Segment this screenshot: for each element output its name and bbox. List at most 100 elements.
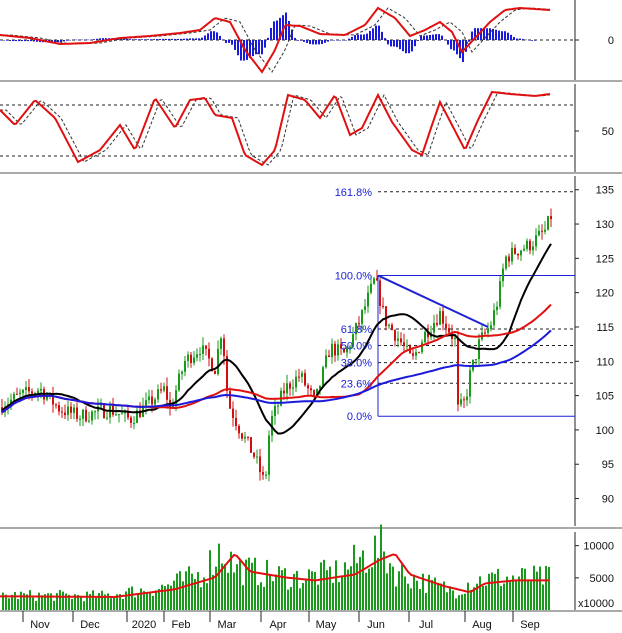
volume-bar xyxy=(245,559,247,610)
candle-body xyxy=(460,399,462,405)
volume-bar xyxy=(422,573,424,610)
volume-bar xyxy=(401,564,403,610)
x-axis-label: Mar xyxy=(218,619,237,631)
volume-bar xyxy=(32,597,34,610)
volume-bar xyxy=(200,587,202,610)
candle-body xyxy=(457,338,459,405)
candle-body xyxy=(235,417,237,427)
volume-bar xyxy=(302,583,304,610)
candle-body xyxy=(19,392,21,395)
macd-histogram-bar xyxy=(429,35,431,40)
macd-histogram-bar xyxy=(516,38,518,40)
candle-body xyxy=(217,348,219,375)
macd-histogram-bar xyxy=(534,40,536,41)
volume-bar xyxy=(164,586,166,610)
macd-histogram-bar xyxy=(336,40,338,41)
candle-body xyxy=(70,406,72,413)
candle-body xyxy=(475,359,477,361)
macd-tick-label-0: 0 xyxy=(608,35,614,47)
candle-body xyxy=(46,395,48,400)
candle-body xyxy=(16,393,18,395)
fib-level-label-4: 38.0% xyxy=(341,358,372,370)
volume-bar xyxy=(47,593,49,610)
volume-bar xyxy=(437,582,439,610)
candle-body xyxy=(64,412,66,416)
volume-bar xyxy=(197,572,199,610)
volume-bar xyxy=(287,589,289,610)
volume-bar xyxy=(152,595,154,610)
candle-body xyxy=(343,348,345,353)
candle-body xyxy=(349,346,351,349)
candle-body xyxy=(181,371,183,374)
volume-bar xyxy=(116,594,118,610)
macd-histogram-bar xyxy=(384,38,386,40)
macd-histogram-bar xyxy=(486,28,488,40)
volume-bar xyxy=(107,593,109,610)
x-axis-label: Apr xyxy=(269,619,286,631)
macd-histogram-bar xyxy=(237,40,239,56)
volume-bar xyxy=(77,594,79,610)
candle-body xyxy=(406,345,408,347)
macd-histogram-bar xyxy=(294,37,296,40)
macd-histogram-bar xyxy=(222,39,224,40)
candle-body xyxy=(391,324,393,331)
fib-level-label-6: 0.0% xyxy=(347,411,372,423)
volume-bar xyxy=(320,562,322,610)
volume-bar xyxy=(359,557,361,610)
candle-body xyxy=(163,386,165,391)
candle-body xyxy=(262,472,264,475)
candle-body xyxy=(136,410,138,423)
macd-histogram-bar xyxy=(171,38,173,40)
macd-histogram-bar xyxy=(465,40,467,52)
macd-histogram-bar xyxy=(252,40,254,57)
macd-histogram-bar xyxy=(153,39,155,40)
volume-bar xyxy=(323,559,325,610)
volume-bar xyxy=(38,592,40,610)
volume-bar xyxy=(506,576,508,610)
macd-histogram-bar xyxy=(351,36,353,40)
macd-histogram-bar xyxy=(348,38,350,40)
volume-bar xyxy=(134,597,136,610)
volume-bar xyxy=(230,551,232,610)
macd-histogram-bar xyxy=(177,38,179,40)
volume-bar xyxy=(296,570,298,610)
volume-bar xyxy=(458,595,460,610)
volume-bar xyxy=(386,573,388,610)
macd-histogram-bar xyxy=(399,40,401,50)
macd-histogram-bar xyxy=(57,40,59,43)
volume-bar xyxy=(278,566,280,610)
volume-bar xyxy=(269,575,271,610)
macd-histogram-bar xyxy=(471,31,473,40)
volume-bar xyxy=(158,588,160,610)
oscillator-line xyxy=(0,90,551,167)
candle-body xyxy=(298,376,300,378)
oscillator-tick-label-0: 50 xyxy=(602,126,614,138)
volume-bar xyxy=(89,594,91,610)
volume-bar xyxy=(236,564,238,610)
macd-histogram-bar xyxy=(51,40,53,43)
panel-frames xyxy=(0,0,622,612)
candle-body xyxy=(340,344,342,349)
volume-bar xyxy=(227,572,229,610)
volume-bar xyxy=(377,557,379,610)
volume-bar xyxy=(428,574,430,610)
macd-histogram-bar xyxy=(324,40,326,43)
price-tick-label-7: 100 xyxy=(596,425,614,437)
volume-bar xyxy=(389,563,391,610)
x-axis: Nov Dec 2020 Feb Mar Apr May Jun Jul Aug Sep xyxy=(22,611,540,631)
volume-bar xyxy=(371,567,373,610)
fib-level-label-1: 100.0% xyxy=(335,271,373,283)
macd-histogram-bar xyxy=(468,40,470,42)
candle-body xyxy=(415,352,417,356)
macd-histogram-bar xyxy=(291,29,293,40)
macd-histogram-bar xyxy=(27,40,29,42)
macd-histogram-bar xyxy=(369,30,371,40)
candle-body xyxy=(226,356,228,392)
volume-bar xyxy=(392,566,394,610)
candle-body xyxy=(61,411,63,413)
candle-body xyxy=(250,437,252,453)
macd-histogram-bar xyxy=(234,40,236,50)
macd-histogram-bar xyxy=(357,34,359,40)
candle-body xyxy=(487,329,489,333)
